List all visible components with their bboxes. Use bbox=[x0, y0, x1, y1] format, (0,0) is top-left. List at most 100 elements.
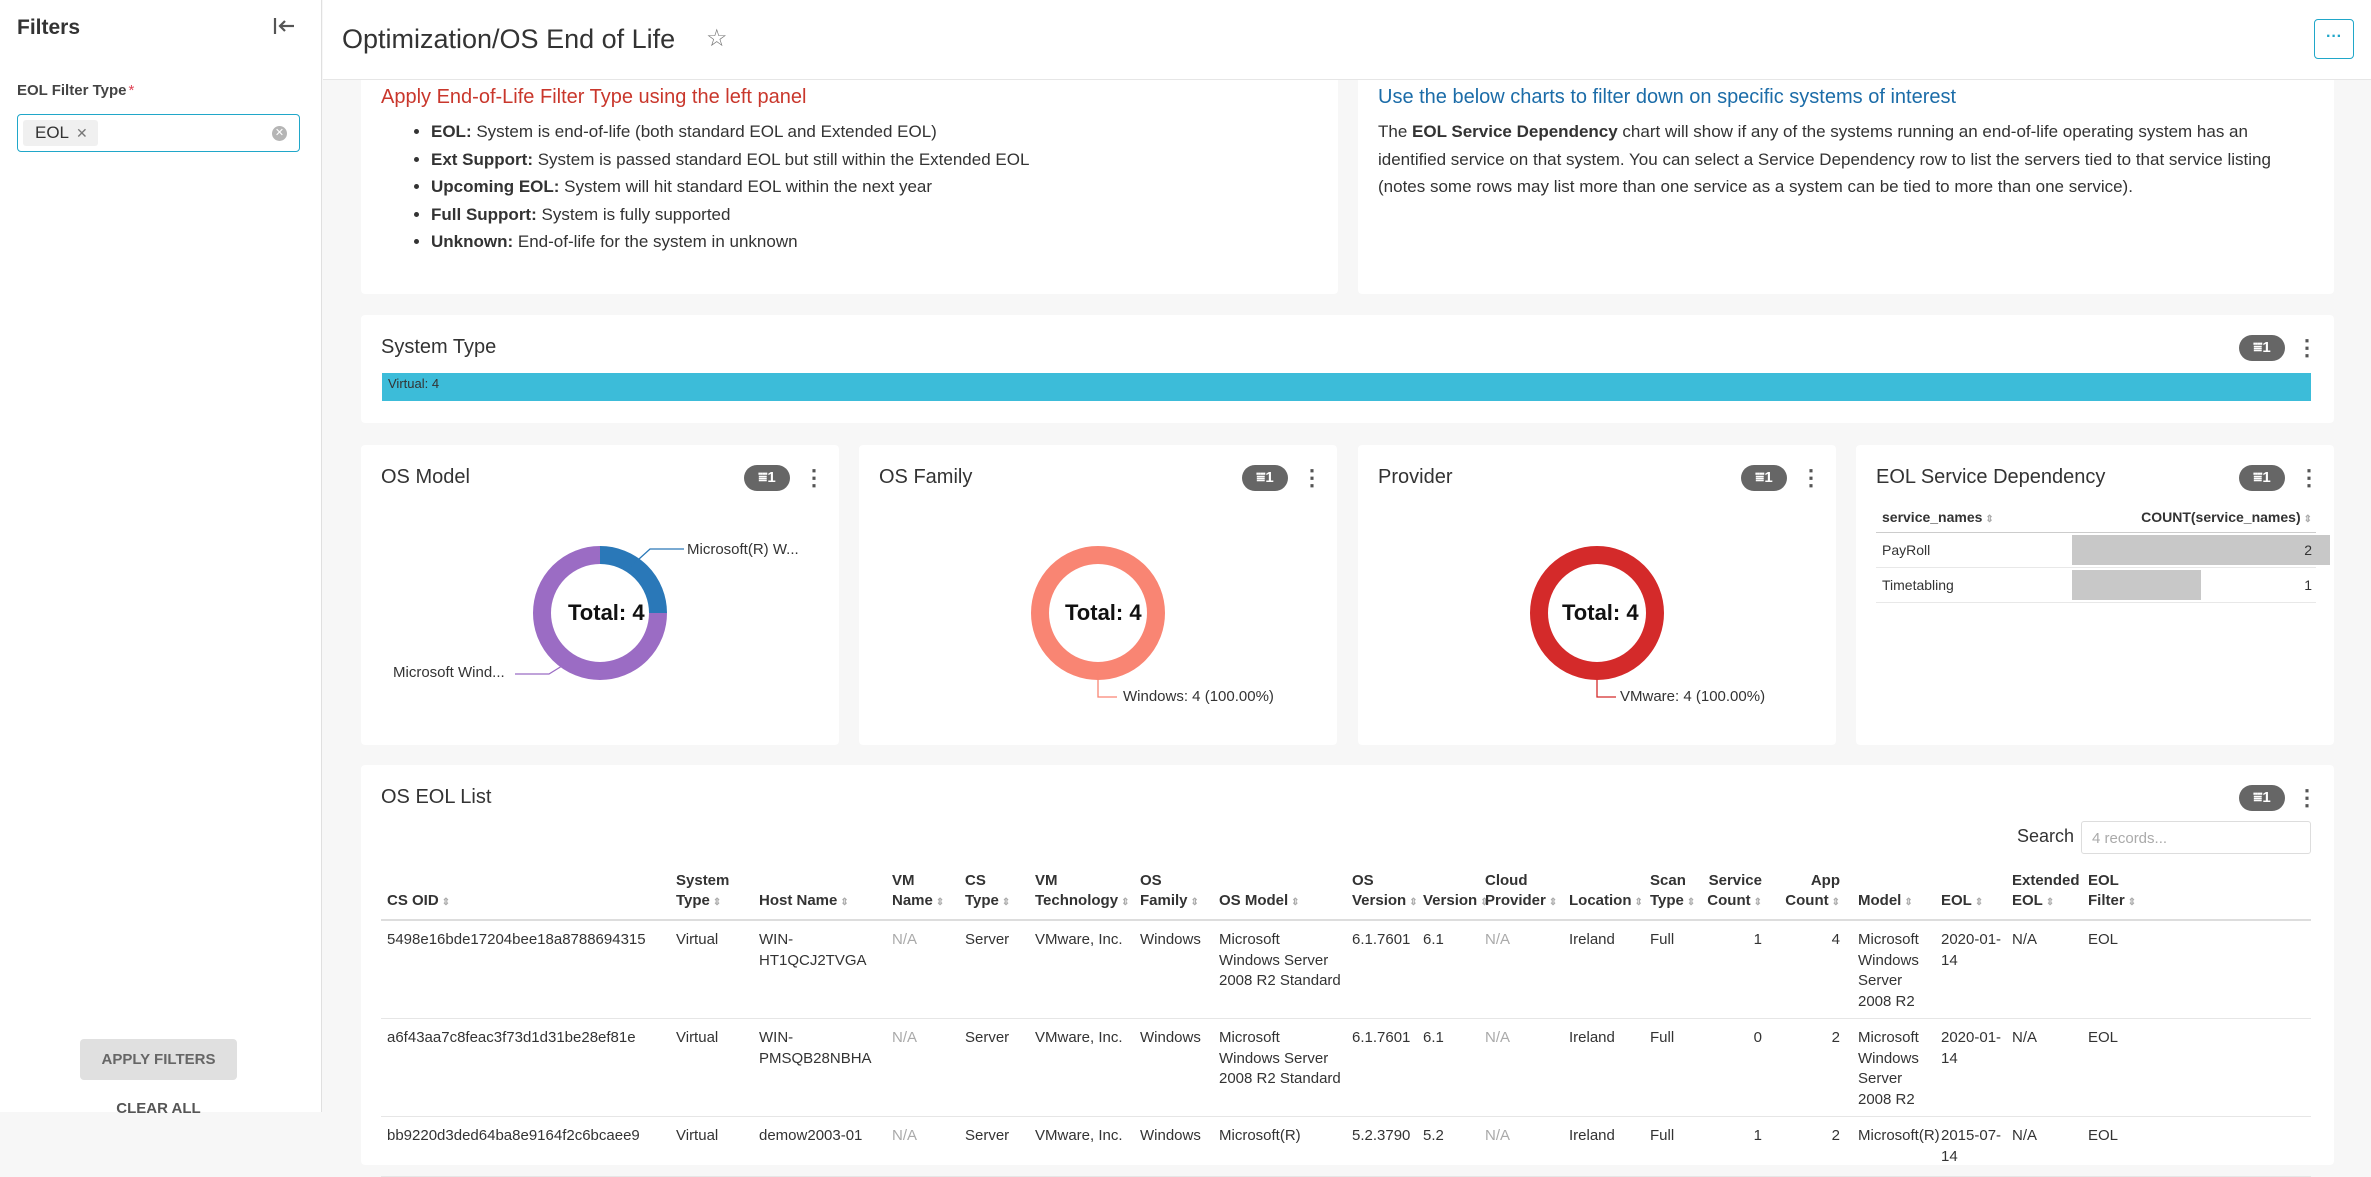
column-header[interactable]: EOL Filter ⇕ bbox=[2088, 872, 2137, 909]
intro-right-paragraph: The EOL Service Dependency chart will sh… bbox=[1378, 122, 2271, 196]
column-header[interactable]: App Count ⇕ bbox=[1785, 872, 1840, 909]
table-row[interactable]: PayRoll 2 bbox=[1876, 533, 2330, 568]
donut-slice[interactable] bbox=[533, 546, 667, 680]
donut-slice-label: Microsoft(R) W... bbox=[687, 541, 799, 558]
filter-count-badge[interactable]: ⩸1 bbox=[1242, 465, 1288, 491]
table-cell: Full bbox=[1650, 1029, 1675, 1046]
table-row[interactable]: a6f43aa7c8feac3f73d1d31be28ef81e Virtual W… bbox=[381, 1019, 2311, 1117]
column-header[interactable]: OS Family ⇕ bbox=[1140, 872, 1199, 909]
table-cell: VMware, Inc. bbox=[1035, 1127, 1123, 1144]
table-cell: Windows bbox=[1140, 1127, 1201, 1144]
donut-slice[interactable] bbox=[599, 546, 667, 614]
apply-filters-button[interactable]: APPLY FILTERS bbox=[80, 1039, 237, 1080]
os-family-title: OS Family bbox=[879, 466, 973, 488]
column-header[interactable]: EOL ⇕ bbox=[1941, 892, 1984, 909]
intro-right-heading: Use the below charts to filter down on s… bbox=[1378, 86, 1957, 108]
column-header[interactable]: Scan Type ⇕ bbox=[1650, 872, 1696, 909]
service-name: Timetabling bbox=[1882, 577, 1954, 593]
system-type-card: System Type ⩸1 ⋮ Virtual: 4 bbox=[361, 315, 2334, 423]
column-header[interactable]: CS Type ⇕ bbox=[965, 872, 1011, 909]
remove-tag-icon[interactable]: ✕ bbox=[76, 125, 88, 141]
table-cell: Microsoft(R) bbox=[1858, 1127, 1940, 1144]
column-header[interactable]: Host Name ⇕ bbox=[759, 892, 849, 909]
filter-count-badge[interactable]: ⩸1 bbox=[1741, 465, 1787, 491]
kebab-menu-icon[interactable]: ⋮ bbox=[2296, 335, 2318, 360]
table-cell: Windows bbox=[1140, 1029, 1201, 1046]
column-header[interactable]: Service Count ⇕ bbox=[1707, 872, 1762, 909]
table-cell: Microsoft Windows Server 2008 R2 Standar… bbox=[1219, 1029, 1341, 1087]
service-count: 1 bbox=[2304, 577, 2312, 593]
table-cell: Microsoft(R) bbox=[1219, 1127, 1301, 1144]
column-header[interactable]: Model ⇕ bbox=[1858, 892, 1913, 909]
eol-filter-type-select[interactable]: EOL ✕ ✕ bbox=[17, 114, 300, 152]
table-cell: 5.2 bbox=[1423, 1127, 1444, 1144]
table-cell: Virtual bbox=[676, 1029, 719, 1046]
eol-legend-item: Unknown: End-of-life for the system in u… bbox=[431, 228, 1029, 256]
service-dependency-title: EOL Service Dependency bbox=[1876, 466, 2106, 488]
table-cell: N/A bbox=[1485, 1127, 1511, 1144]
count-bar bbox=[2072, 570, 2201, 600]
column-header[interactable]: service_names ⇕ bbox=[1882, 509, 1994, 525]
column-header[interactable]: System Type ⇕ bbox=[676, 872, 730, 909]
leader-line bbox=[628, 548, 684, 569]
table-cell: 2 bbox=[1831, 1127, 1840, 1144]
column-header[interactable]: Version ⇕ bbox=[1423, 892, 1489, 909]
kebab-menu-icon[interactable]: ⋮ bbox=[2298, 465, 2320, 490]
os-model-title: OS Model bbox=[381, 466, 470, 488]
donut-total-label: Total: 4 bbox=[568, 600, 645, 625]
os-model-donut[interactable] bbox=[361, 445, 839, 745]
column-header[interactable]: Location ⇕ bbox=[1569, 892, 1643, 909]
clear-select-icon[interactable]: ✕ bbox=[272, 126, 287, 141]
filter-icon: ⩸ bbox=[2253, 339, 2263, 356]
filter-count-badge[interactable]: ⩸1 bbox=[2239, 335, 2285, 361]
favorite-star-icon[interactable]: ☆ bbox=[706, 25, 728, 52]
count-bar bbox=[2072, 535, 2330, 565]
table-row[interactable]: 5498e16bde17204bee18a8788694315 Virtual WI… bbox=[381, 921, 2311, 1019]
eol-legend-item: Ext Support: System is passed standard E… bbox=[431, 146, 1029, 174]
column-header[interactable]: VM Name ⇕ bbox=[892, 872, 945, 909]
column-header[interactable]: OS Model ⇕ bbox=[1219, 892, 1300, 909]
table-cell: Windows bbox=[1140, 931, 1201, 948]
table-row[interactable]: bb9220d3ded64ba8e9164f2c6bcaee9 Virtual de… bbox=[381, 1117, 2311, 1177]
eol-legend-list: EOL: System is end-of-life (both standar… bbox=[431, 118, 1029, 256]
table-cell: N/A bbox=[1485, 1029, 1511, 1046]
eol-legend-item: Upcoming EOL: System will hit standard E… bbox=[431, 173, 1029, 201]
kebab-menu-icon[interactable]: ⋮ bbox=[2296, 785, 2318, 810]
donut-slice-label: Microsoft Wind... bbox=[393, 664, 505, 681]
column-header[interactable]: VM Technology ⇕ bbox=[1035, 872, 1130, 909]
table-cell: Ireland bbox=[1569, 931, 1615, 948]
eol-list-title: OS EOL List bbox=[381, 786, 492, 808]
column-header[interactable]: Cloud Provider ⇕ bbox=[1485, 872, 1558, 909]
table-cell: Microsoft Windows Server 2008 R2 Standar… bbox=[1219, 931, 1341, 989]
search-input[interactable]: 4 records... bbox=[2081, 821, 2311, 854]
eol-list-card: OS EOL List ⩸1 ⋮ Search 4 records... CS … bbox=[361, 765, 2334, 1177]
more-actions-button[interactable]: ··· bbox=[2314, 19, 2354, 59]
column-header[interactable]: CS OID ⇕ bbox=[387, 892, 451, 909]
table-cell: N/A bbox=[892, 1127, 918, 1144]
column-header[interactable]: OS Version ⇕ bbox=[1352, 872, 1418, 909]
table-cell: 5.2.3790 bbox=[1352, 1127, 1411, 1144]
table-row[interactable]: Timetabling 1 bbox=[1876, 568, 2316, 603]
filter-count-badge[interactable]: ⩸1 bbox=[2239, 465, 2285, 491]
os-family-donut[interactable] bbox=[859, 445, 1337, 745]
clear-all-button[interactable]: CLEAR ALL bbox=[116, 1100, 201, 1117]
filter-count-badge[interactable]: ⩸1 bbox=[2239, 785, 2285, 811]
intro-left-heading: Apply End-of-Life Filter Type using the … bbox=[381, 86, 807, 108]
table-cell: N/A bbox=[892, 931, 918, 948]
filter-count-badge[interactable]: ⩸1 bbox=[744, 465, 790, 491]
provider-donut[interactable] bbox=[1358, 445, 1836, 745]
system-type-bar[interactable]: Virtual: 4 bbox=[382, 373, 2311, 401]
column-header[interactable]: COUNT(service_names) ⇕ bbox=[2141, 509, 2312, 525]
intro-left-card: Apply End-of-Life Filter Type using the … bbox=[361, 80, 1338, 294]
table-cell: EOL bbox=[2088, 931, 2119, 948]
table-cell: N/A bbox=[2012, 1029, 2038, 1046]
page-title: Optimization/OS End of Life bbox=[342, 24, 676, 54]
table-cell: Full bbox=[1650, 931, 1675, 948]
collapse-sidebar-icon[interactable] bbox=[270, 14, 298, 38]
table-cell: 2020-01-14 bbox=[1941, 1029, 2002, 1067]
column-header[interactable]: Extended EOL ⇕ bbox=[2012, 872, 2080, 909]
filter-icon: ⩸ bbox=[2253, 789, 2263, 806]
donut-total-label: Total: 4 bbox=[1065, 600, 1142, 625]
table-header: service_names ⇕ COUNT(service_names) ⇕ bbox=[1876, 503, 2316, 533]
donut-slice-label: VMware: 4 (100.00%) bbox=[1620, 688, 1766, 705]
